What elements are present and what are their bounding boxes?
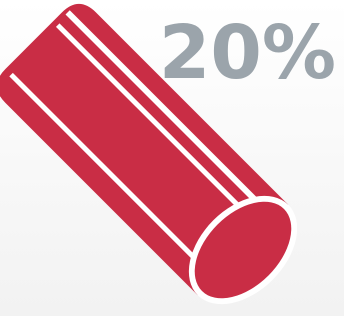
- page: 20% (() => { const data = JSON.parse(doc…: [0, 0, 344, 316]
- percent-label: 20%: [159, 10, 336, 96]
- illustration: 20%: [0, 0, 344, 316]
